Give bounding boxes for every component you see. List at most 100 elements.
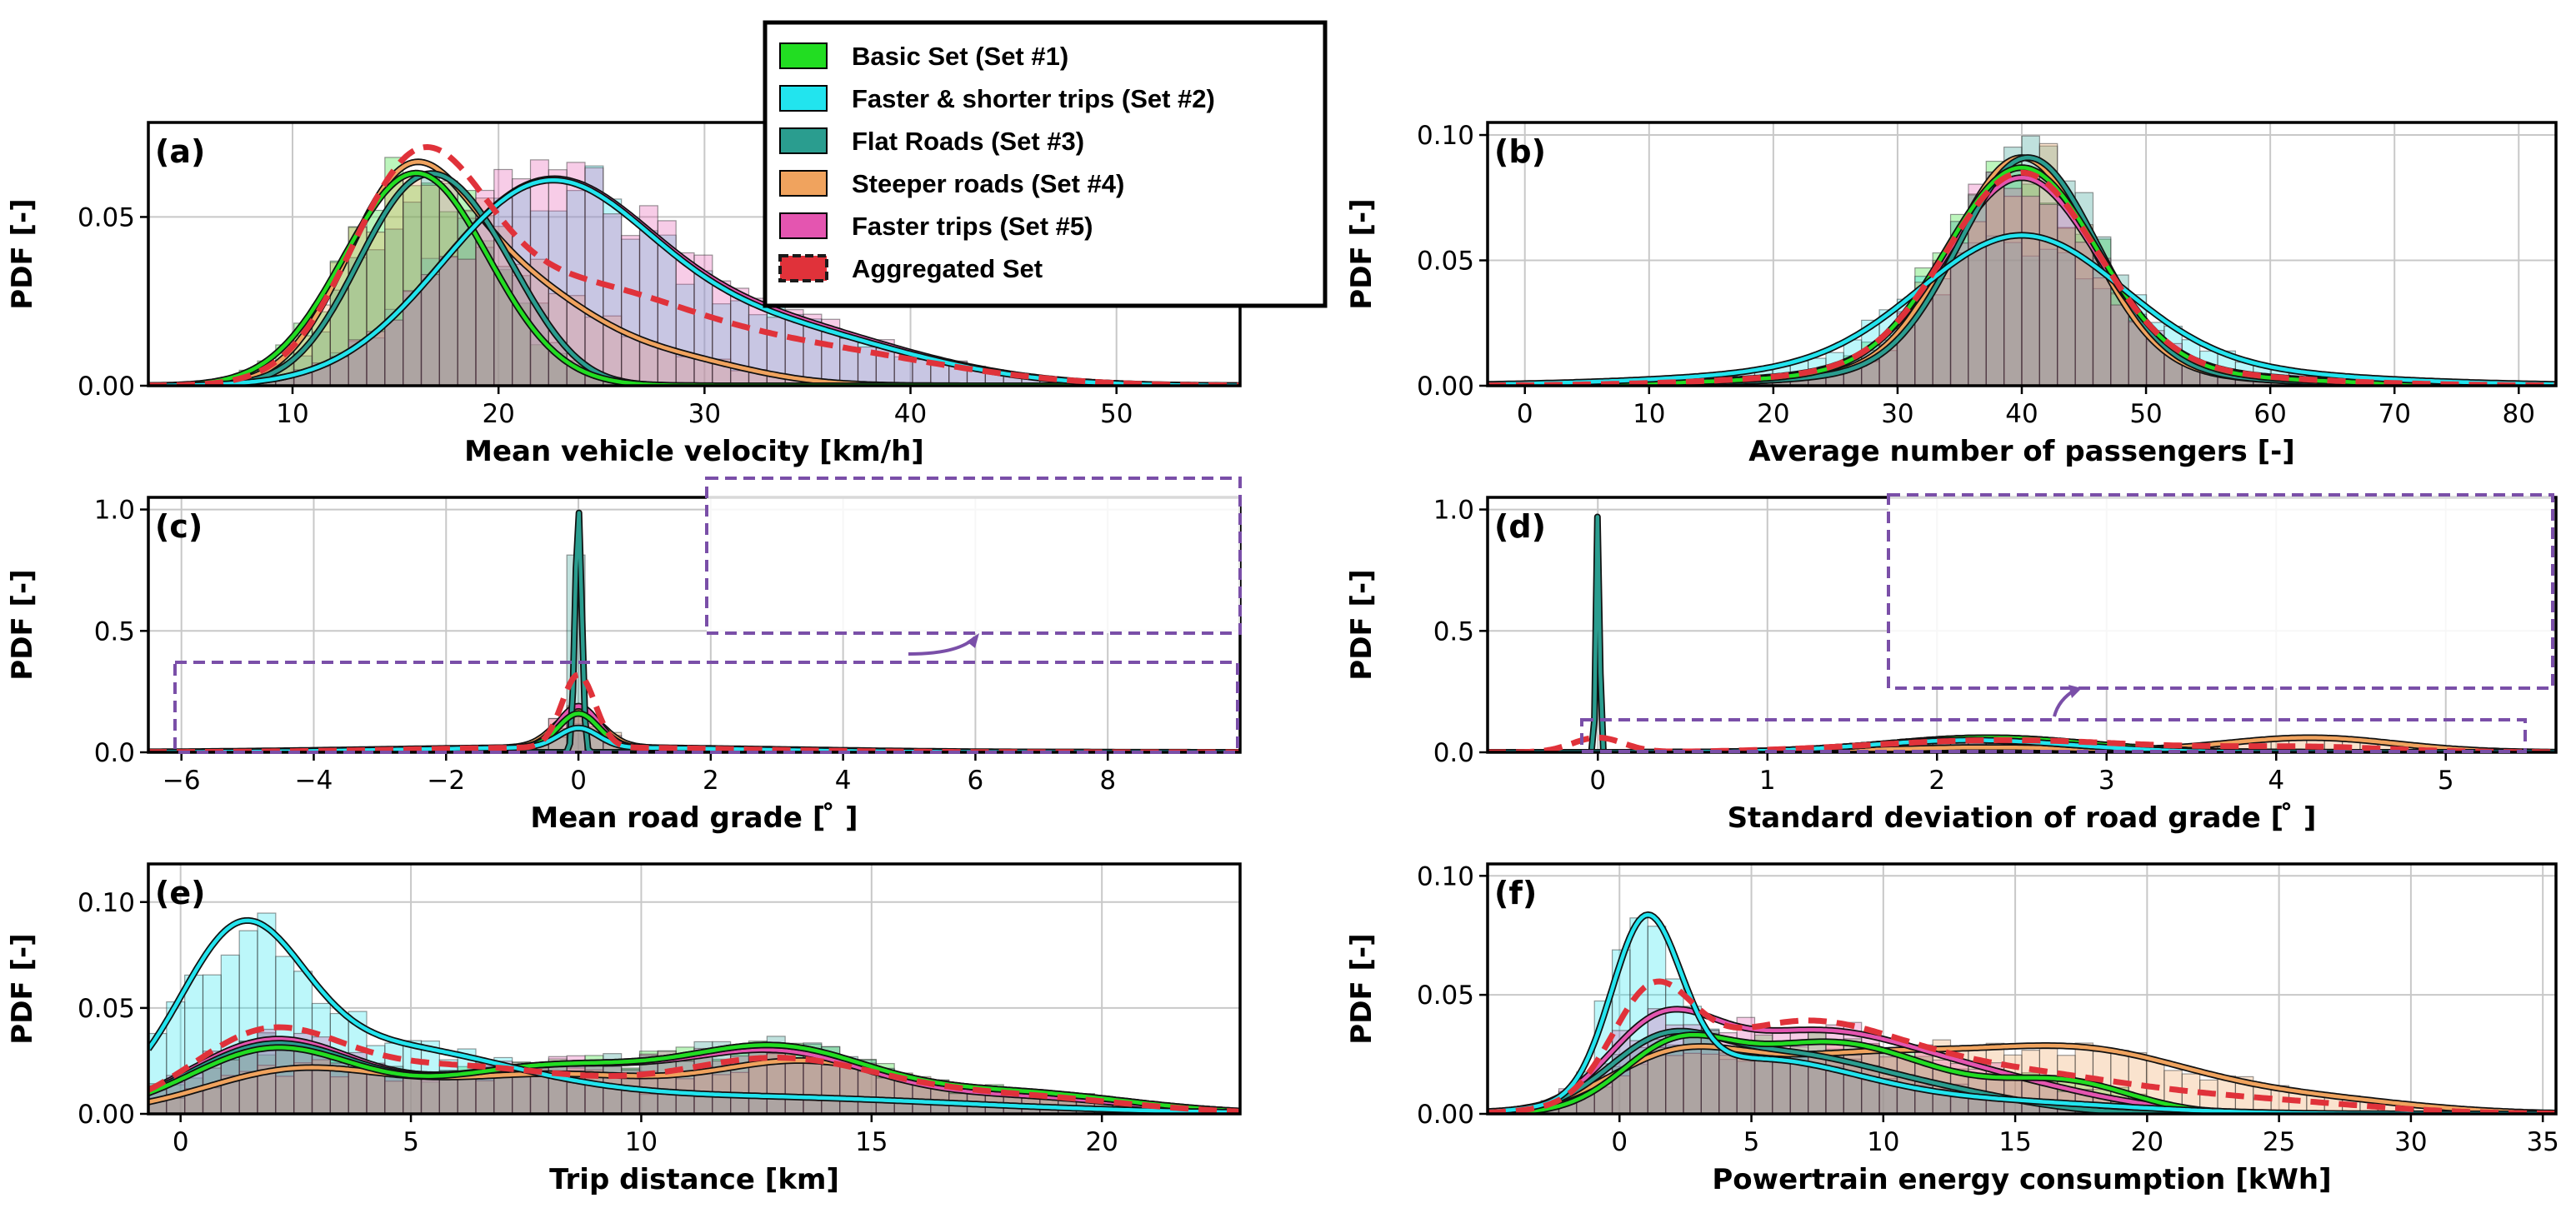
y-tick-label: 0.05 bbox=[1417, 247, 1474, 277]
x-tick-label: 10 bbox=[276, 399, 308, 429]
kde-line-set4 bbox=[1488, 1043, 2556, 1114]
x-tick-label: −6 bbox=[163, 766, 201, 796]
x-tick-label: 0 bbox=[570, 766, 587, 796]
kde-line-agg bbox=[148, 143, 1240, 386]
x-tick-label: 40 bbox=[2005, 399, 2038, 429]
y-tick-label: 1.0 bbox=[1433, 496, 1474, 526]
hist-bar bbox=[2003, 187, 2023, 386]
panel-f: 0 5 10 15 20 25 30 35 0.00 0.05 0.10 Powertrain ene… bbox=[1345, 861, 2559, 1196]
hist-bar bbox=[403, 1075, 423, 1114]
legend-swatch bbox=[779, 85, 828, 112]
hist-bar bbox=[384, 319, 404, 386]
y-tick-label: 0.00 bbox=[1417, 1100, 1474, 1130]
y-tick-label: 0.5 bbox=[94, 616, 135, 646]
x-tick-label: 0 bbox=[1589, 766, 1606, 796]
x-tick-label: 20 bbox=[2131, 1127, 2163, 1157]
y-axis-label: PDF [-] bbox=[1345, 933, 1378, 1044]
inset-arrowhead bbox=[967, 633, 979, 648]
kde-line-set1 bbox=[148, 1043, 1240, 1113]
inset-box bbox=[1887, 493, 2554, 690]
hist-bar bbox=[457, 258, 477, 386]
axes-frame bbox=[147, 862, 1242, 1116]
x-tick-label: 0 bbox=[173, 1127, 189, 1157]
kde-line-set1 bbox=[1488, 1032, 2556, 1114]
x-tick-label: 35 bbox=[2526, 1127, 2558, 1157]
hist-bar bbox=[2038, 203, 2058, 386]
x-tick-label: 70 bbox=[2378, 399, 2410, 429]
hist-bar bbox=[275, 1043, 295, 1114]
panel-d: 0 1 2 3 4 5 0.0 0.5 1.0 Standard deviation of roa… bbox=[1345, 493, 2558, 835]
x-tick-label: 20 bbox=[1757, 399, 1789, 429]
x-tick-label: −2 bbox=[427, 766, 465, 796]
y-tick-label: 1.0 bbox=[94, 496, 135, 526]
panel-label: (b) bbox=[1494, 133, 1546, 170]
hist-bar bbox=[821, 1064, 841, 1114]
y-axis-label: PDF [-] bbox=[6, 198, 39, 309]
hist-bar bbox=[420, 273, 440, 386]
axes-frame bbox=[1486, 862, 2558, 1116]
x-tick-label: 15 bbox=[1998, 1127, 2031, 1157]
kde-line-set4 bbox=[148, 160, 1240, 386]
legend: Basic Set (Set #1) Faster & shorter trips… bbox=[763, 20, 1328, 308]
legend-swatch bbox=[779, 127, 828, 154]
y-tick-label: 0.00 bbox=[1417, 372, 1474, 402]
hist-bar bbox=[875, 1077, 895, 1114]
x-tick-label: 50 bbox=[2129, 399, 2162, 429]
x-axis-label: Mean road grade [ ̊ ] bbox=[530, 801, 858, 835]
x-tick-label: 4 bbox=[2268, 766, 2284, 796]
hist-bar bbox=[2110, 304, 2129, 386]
hist-bar bbox=[839, 1066, 859, 1114]
x-tick-label: 5 bbox=[2438, 766, 2454, 796]
hist-bar bbox=[1647, 1008, 1667, 1114]
x-tick-label: 1 bbox=[1759, 766, 1776, 796]
inset-arrowhead bbox=[2068, 685, 2082, 698]
hist-bar bbox=[784, 1060, 804, 1114]
legend-swatch bbox=[779, 170, 828, 197]
y-tick-label: 0.05 bbox=[78, 994, 135, 1024]
panel-label: (a) bbox=[155, 133, 205, 170]
hist-bar bbox=[438, 1075, 458, 1114]
hist-bar bbox=[220, 1059, 240, 1114]
inset-box bbox=[705, 477, 1242, 635]
x-tick-label: 8 bbox=[1099, 766, 1116, 796]
legend-entry-set3: Flat Roads (Set #3) bbox=[779, 127, 1084, 156]
legend-entry-agg: Aggregated Set bbox=[778, 254, 1043, 283]
y-tick-label: 0.05 bbox=[78, 202, 135, 232]
y-tick-label: 0.05 bbox=[1417, 981, 1474, 1011]
x-axis-label: Trip distance [km] bbox=[549, 1163, 839, 1196]
x-tick-label: 50 bbox=[1100, 399, 1133, 429]
hist-bar bbox=[603, 213, 623, 386]
hist-bar bbox=[2021, 195, 2040, 386]
x-tick-label: 15 bbox=[855, 1127, 888, 1157]
legend-label: Flat Roads (Set #3) bbox=[852, 127, 1084, 156]
y-tick-label: 0.00 bbox=[78, 1100, 135, 1130]
kde-line-set2 bbox=[148, 177, 1240, 386]
zoom-region-box bbox=[1580, 718, 2527, 753]
y-tick-label: 0.10 bbox=[78, 888, 135, 918]
x-tick-label: 3 bbox=[2098, 766, 2115, 796]
x-tick-label: 10 bbox=[1633, 399, 1665, 429]
legend-swatch bbox=[779, 42, 828, 69]
x-tick-label: 5 bbox=[403, 1127, 419, 1157]
legend-label: Aggregated Set bbox=[852, 254, 1043, 283]
legend-label: Steeper roads (Set #4) bbox=[852, 169, 1124, 198]
legend-entry-set4: Steeper roads (Set #4) bbox=[779, 169, 1124, 198]
y-axis-label: PDF [-] bbox=[6, 569, 39, 680]
y-tick-label: 0.00 bbox=[78, 372, 135, 402]
x-axis-label: Standard deviation of road grade [ ̊ ] bbox=[1728, 801, 2317, 835]
panel-label: (e) bbox=[155, 875, 206, 911]
hist-bar bbox=[2057, 204, 2076, 386]
legend-entry-set1: Basic Set (Set #1) bbox=[779, 42, 1068, 71]
hist-bar bbox=[420, 1076, 440, 1114]
x-tick-label: 2 bbox=[1928, 766, 1945, 796]
panel-label: (f) bbox=[1494, 875, 1537, 911]
y-tick-label: 0.0 bbox=[1433, 738, 1474, 768]
hist-bar bbox=[675, 252, 695, 386]
panel-c: −6 −4 −2 0 2 4 6 8 0.0 0.5 1.0 Mean road grade [ ̊ … bbox=[6, 477, 1242, 835]
x-axis-label: Mean vehicle velocity [km/h] bbox=[464, 435, 924, 468]
kde-line-set2 bbox=[148, 918, 1240, 1114]
hist-bar bbox=[438, 256, 458, 386]
x-tick-label: 25 bbox=[2263, 1127, 2295, 1157]
x-tick-label: −4 bbox=[295, 766, 333, 796]
